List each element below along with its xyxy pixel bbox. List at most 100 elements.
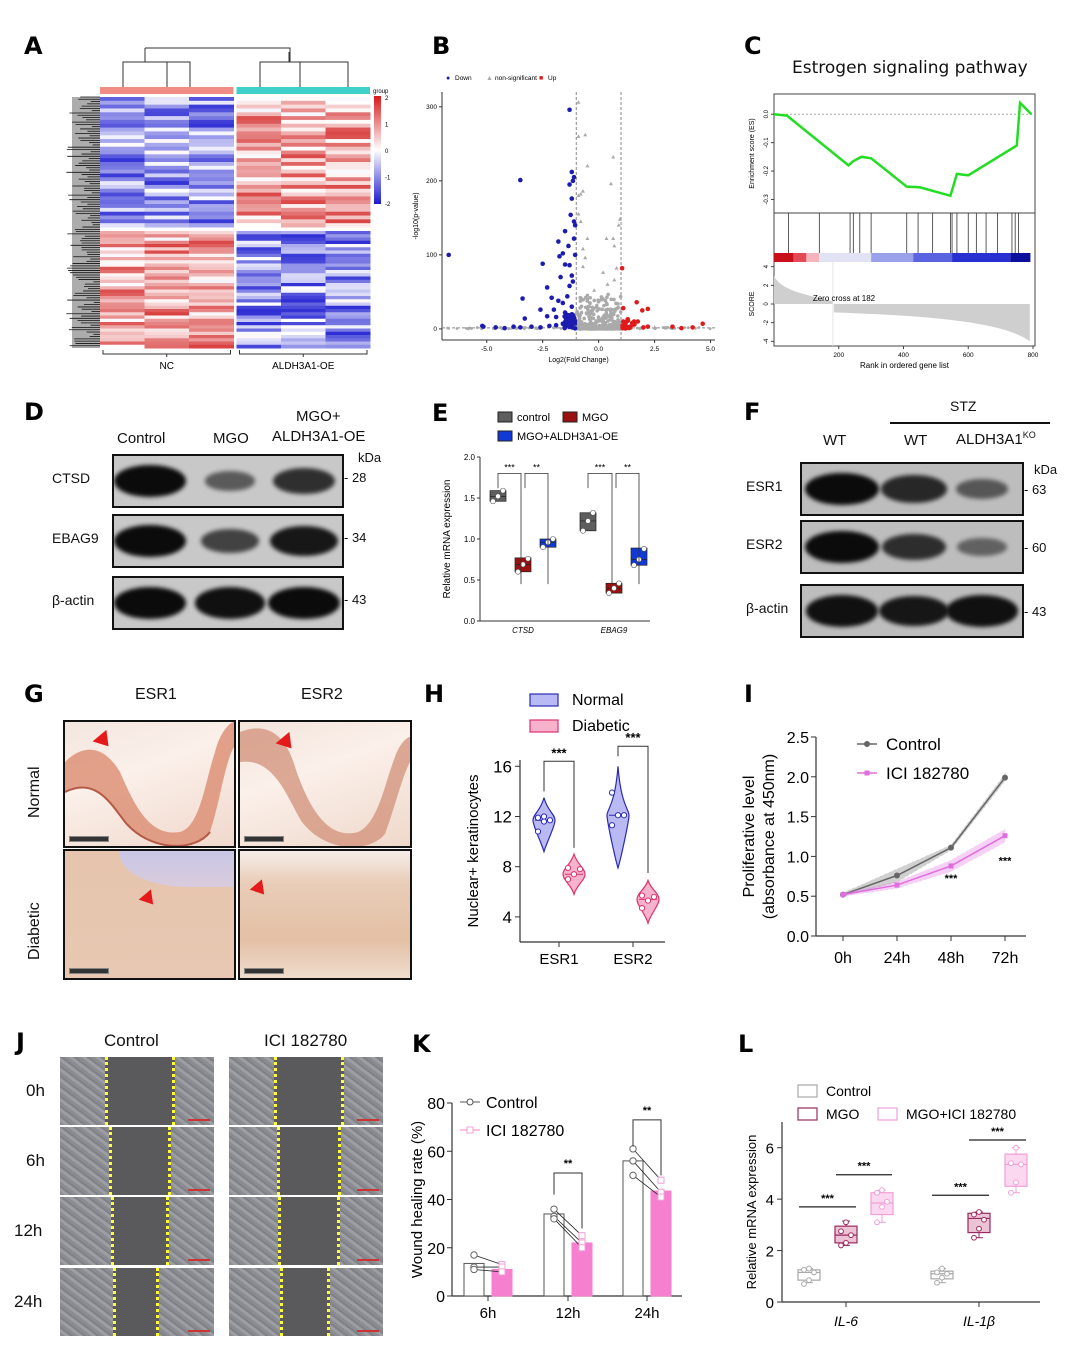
- point-up: [634, 299, 639, 305]
- data-point: [801, 1281, 807, 1287]
- legend-label: ICI 182780: [886, 764, 969, 783]
- protein-band: [805, 595, 879, 627]
- lane-label-stz-wt: WT: [904, 432, 928, 449]
- heatmap-cell: [100, 219, 145, 224]
- heatmap-cell: [189, 219, 234, 224]
- point-nonsignificant: [583, 132, 588, 137]
- heatmap-cell: [236, 211, 282, 217]
- heatmap-cell: [100, 331, 145, 336]
- heatmap-cell: [281, 247, 326, 251]
- heatmap-cell: [325, 192, 371, 197]
- data-point: [620, 812, 628, 819]
- heatmap-cell: [100, 305, 145, 310]
- data-point: [564, 876, 572, 883]
- significance-bracket: [543, 760, 575, 848]
- data-point: [838, 1242, 844, 1249]
- heatmap-cell: [100, 123, 145, 129]
- heatmap-cell: [189, 104, 234, 109]
- heatmap-cell: [281, 97, 326, 102]
- heatmap-cell: [100, 341, 145, 346]
- point-nonsignificant: [507, 326, 512, 330]
- heatmap-cell: [236, 266, 282, 271]
- point-nonsignificant: [589, 321, 594, 326]
- point-down: [572, 326, 578, 331]
- heatmap-cell: [325, 338, 371, 342]
- heatmap-cell: [281, 318, 326, 323]
- data-point-control: [629, 1145, 637, 1153]
- heatmap-cell: [325, 335, 371, 339]
- score-y-tick-label: 4: [764, 264, 770, 268]
- heatmap-cell: [236, 341, 282, 346]
- heatmap-cell: [236, 322, 282, 326]
- legend-label: control: [517, 412, 550, 424]
- heatmap-cell: [144, 112, 190, 117]
- y-axis-label: Proliferative level: [741, 776, 758, 898]
- x-tick-label: ESR1: [539, 951, 578, 968]
- significance-stars: ***: [504, 462, 515, 472]
- x-tick-label: 2.5: [650, 346, 659, 353]
- point-nonsignificant: [464, 327, 468, 330]
- heatmap-cell: [325, 231, 371, 235]
- heatmap-cell: [189, 196, 234, 201]
- heatmap-cell: [189, 181, 234, 186]
- kda-marker: - 60: [1024, 540, 1047, 555]
- heatmap-cell: [189, 250, 234, 255]
- heatmap-cell: [144, 266, 190, 271]
- heatmap-cell: [325, 135, 371, 140]
- data-point: [585, 518, 591, 524]
- heatmap-cell: [144, 263, 190, 268]
- heatmap-cell: [236, 286, 282, 290]
- colorbar-tick: 0: [385, 149, 389, 155]
- heatmap-cell: [100, 131, 145, 136]
- legend-label: Control: [486, 1095, 538, 1112]
- heatmap-cell: [325, 257, 371, 261]
- legend-swatch-diabetic: [529, 719, 559, 733]
- heatmap-cell: [144, 192, 190, 197]
- heatmap-cell: [189, 299, 234, 303]
- point-down: [572, 222, 578, 228]
- heatmap-cell: [100, 250, 145, 255]
- heatmap-cell: [144, 341, 190, 346]
- es-y-axis-label: Enrichment score (ES): [749, 118, 756, 188]
- heatmap-cell: [281, 341, 326, 346]
- point-down: [562, 262, 568, 267]
- heatmap-cell: [281, 119, 326, 125]
- point-nonsignificant: [596, 299, 601, 304]
- heatmap-cell: [144, 309, 190, 313]
- point-nonsignificant: [614, 320, 619, 325]
- heatmap-cell: [281, 338, 326, 342]
- panel-label-h: H: [424, 680, 445, 708]
- significance-stars: ***: [945, 873, 959, 885]
- point-down: [570, 321, 575, 327]
- point-nonsignificant: [663, 325, 668, 330]
- wound-gap: [279, 1268, 331, 1336]
- data-point: [934, 1279, 940, 1286]
- scale-bar: [188, 1259, 210, 1261]
- heatmap-cell: [325, 169, 371, 174]
- heatmap-cell: [236, 173, 282, 178]
- heatmap-cell: [325, 344, 371, 349]
- ranked-metric-colorbar-segment: [774, 253, 794, 262]
- heatmap-cell: [100, 263, 145, 268]
- data-point: [806, 1277, 812, 1284]
- point-down: [502, 325, 507, 331]
- heatmap-cell: [281, 257, 326, 261]
- y-axis-label: Nuclear+ keratinocytes: [465, 775, 482, 928]
- heatmap-cell: [100, 244, 145, 248]
- significance-bracket: [524, 473, 549, 585]
- bar-ici-182780: [650, 1190, 672, 1297]
- point-nonsignificant: [612, 243, 617, 248]
- data-point: [520, 561, 526, 568]
- scale-bar: [69, 836, 109, 842]
- heatmap-cell: [100, 119, 145, 125]
- lane-label-aldh3a1-text: ALDH3A1: [956, 431, 1023, 448]
- point-nonsignificant: [576, 211, 581, 216]
- heatmap-cell: [325, 240, 371, 245]
- heatmap-cell: [189, 335, 234, 339]
- paired-line: [553, 1218, 583, 1249]
- heatmap-cell: [189, 200, 234, 205]
- heatmap-cell: [189, 150, 234, 155]
- panel-label-e: E: [432, 399, 449, 427]
- wound-row-label-0h: 0h: [26, 1081, 45, 1100]
- heatmap-cell: [100, 322, 145, 326]
